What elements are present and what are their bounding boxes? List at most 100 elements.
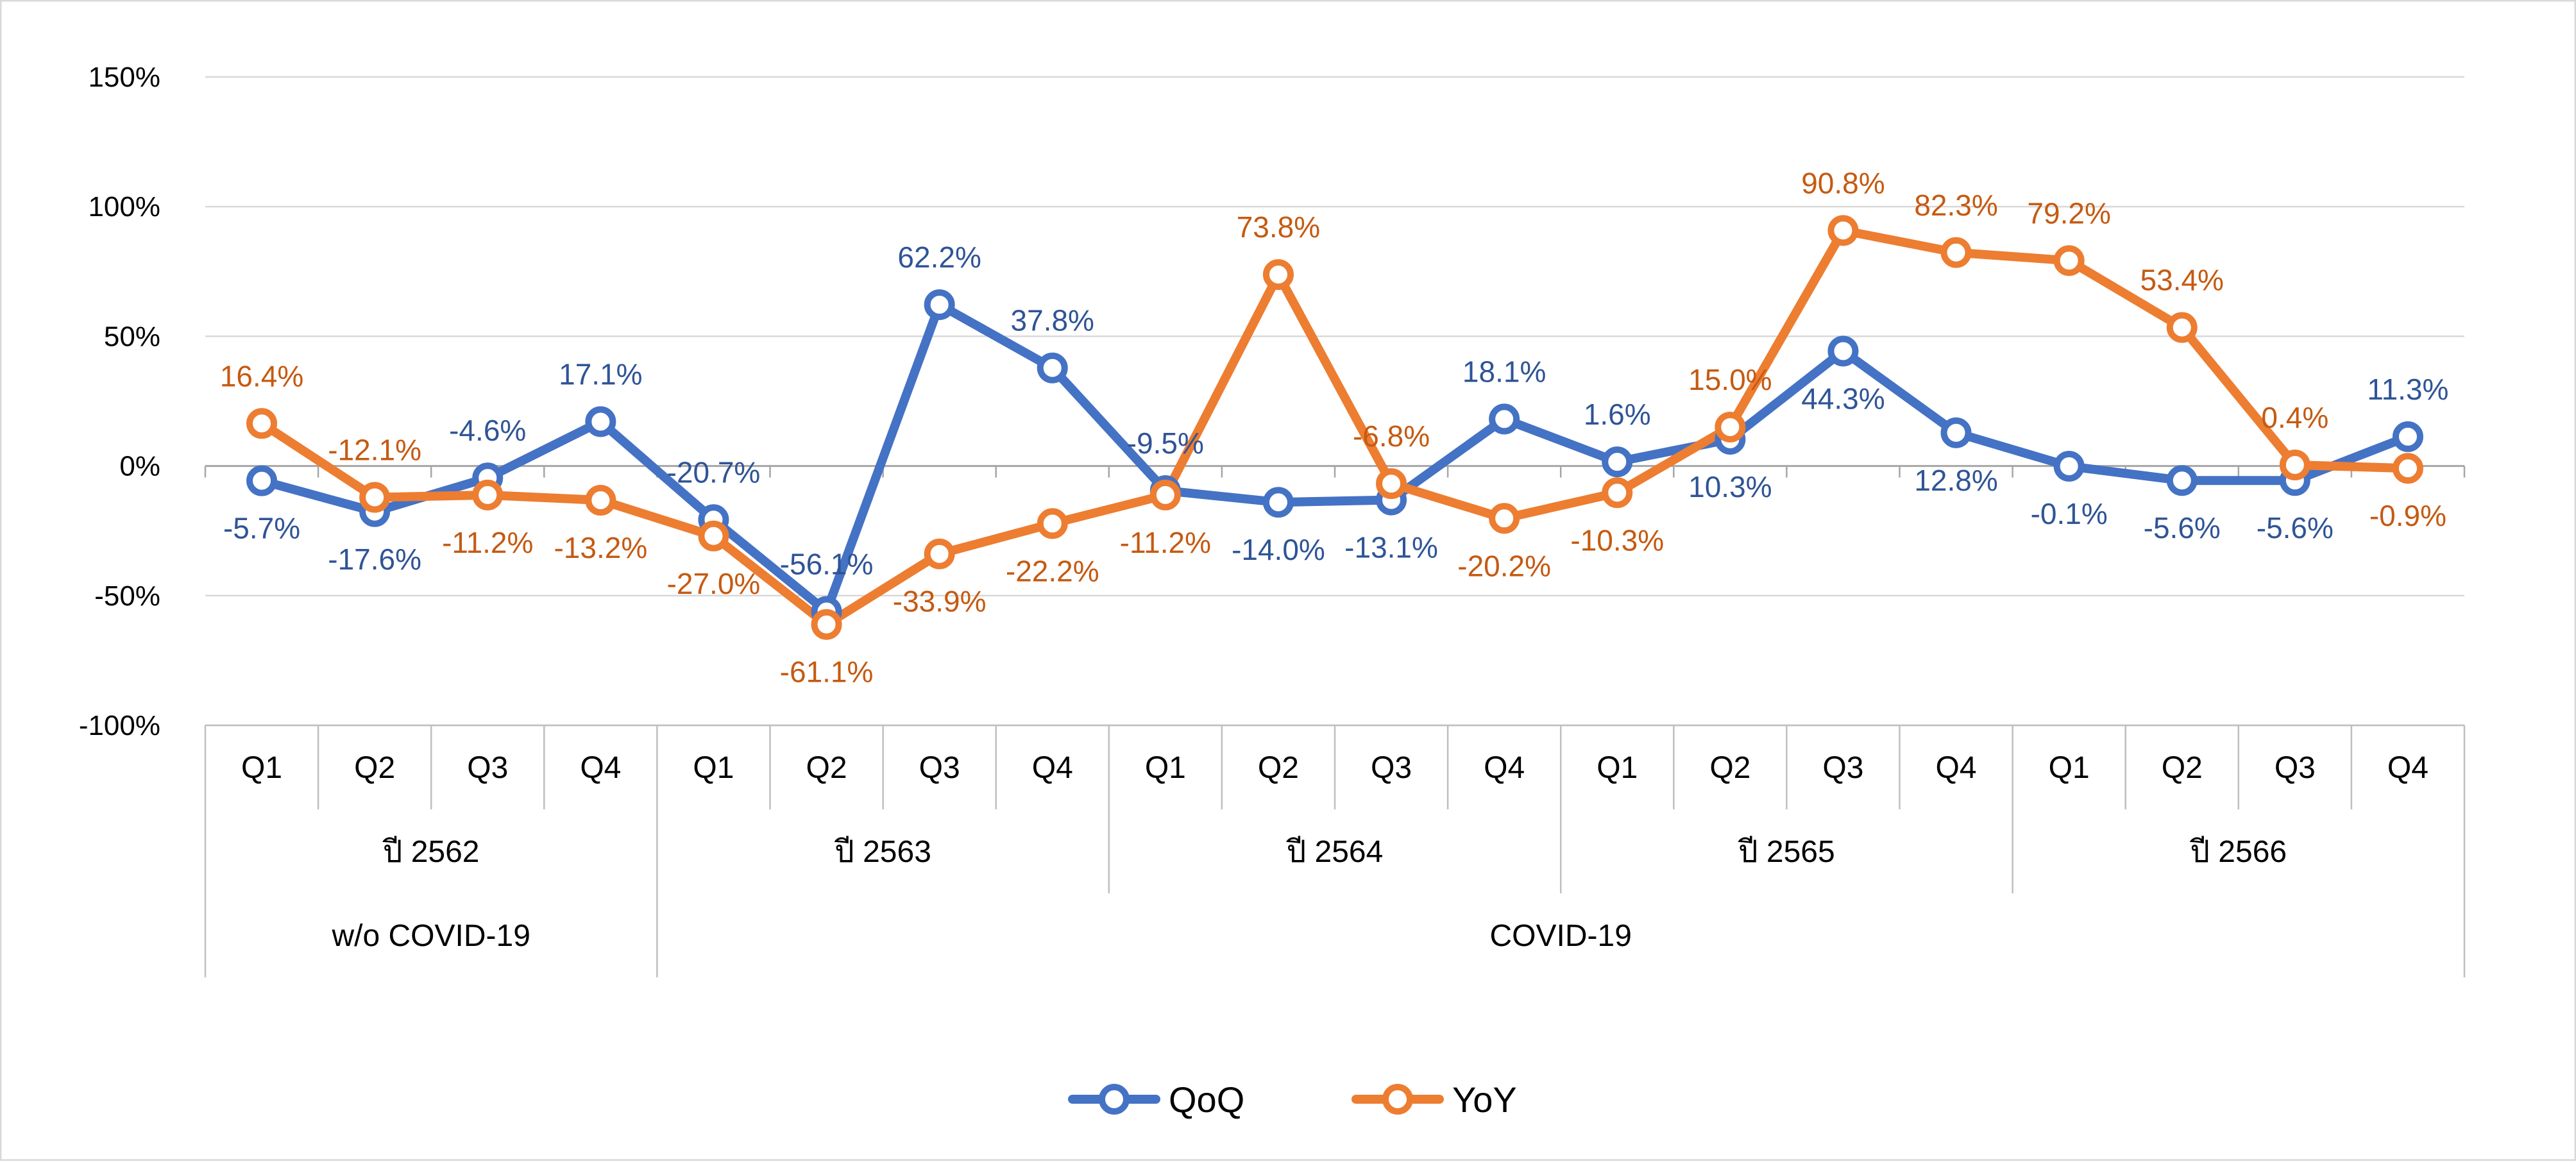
x-tick-label: Q2: [2162, 751, 2203, 785]
y-tick-label: 100%: [88, 191, 160, 223]
data-label-yoy: -12.1%: [328, 434, 421, 467]
data-label-qoq: -5.6%: [2144, 511, 2221, 544]
x-tick-label: Q3: [2275, 751, 2316, 785]
data-point-yoy: [585, 484, 616, 516]
x-tick-label: Q3: [1822, 751, 1863, 785]
data-label-qoq: -0.1%: [2031, 497, 2108, 530]
data-point-yoy: [472, 479, 504, 510]
x-tick-label: Q4: [1936, 751, 1977, 785]
data-point-yoy: [1489, 503, 1520, 534]
data-label-yoy: -61.1%: [780, 655, 874, 689]
data-point-yoy: [246, 408, 278, 439]
x-tick-label: Q4: [1484, 751, 1525, 785]
y-tick-label: 50%: [104, 321, 160, 352]
data-label-qoq: -5.7%: [223, 512, 300, 545]
x-group-period-label: w/o COVID-19: [331, 919, 530, 953]
x-group-year-label: ปี 2566: [2189, 835, 2287, 869]
y-axis-ticks: 150% 100% 50% 0% -50% -100%: [79, 62, 160, 741]
series-line-qoq: [257, 300, 2412, 616]
data-label-yoy: 90.8%: [1801, 166, 1885, 199]
data-label-qoq: -9.5%: [1127, 426, 1204, 460]
data-point-qoq: [585, 406, 616, 437]
data-label-yoy: -10.3%: [1570, 523, 1664, 557]
data-label-yoy: 82.3%: [1914, 189, 1997, 222]
data-label-qoq: -56.1%: [780, 547, 874, 580]
x-tick-label: Q4: [580, 751, 621, 785]
legend-label-qoq: QoQ: [1169, 1079, 1244, 1120]
x-tick-label: Q3: [467, 751, 508, 785]
data-point-yoy: [2279, 449, 2310, 480]
data-label-qoq: -5.6%: [2257, 511, 2334, 544]
legend-marker-yoy: [1382, 1084, 1413, 1115]
data-label-qoq: 11.3%: [2367, 373, 2448, 406]
x-tick-label: Q2: [354, 751, 395, 785]
x-tick-label: Q2: [806, 751, 847, 785]
x-tick-label: Q1: [1145, 751, 1186, 785]
x-tick-label: Q4: [2387, 751, 2428, 785]
data-point-qoq: [1827, 335, 1859, 367]
x-tick-label: Q1: [1597, 751, 1638, 785]
data-label-yoy: -6.8%: [1353, 419, 1430, 453]
data-label-yoy: -0.9%: [2369, 499, 2446, 532]
x-tick-label: Q3: [1371, 751, 1412, 785]
series-lines: [257, 226, 2412, 629]
data-label-qoq: -14.0%: [1232, 533, 1325, 566]
x-tick-label: Q2: [1258, 751, 1299, 785]
y-tick-label: 0%: [119, 451, 160, 482]
data-point-yoy: [2166, 312, 2198, 343]
data-label-yoy: -13.2%: [554, 531, 647, 564]
x-tick-label: Q1: [241, 751, 282, 785]
x-tick-label: Q4: [1032, 751, 1073, 785]
x-group-year-label: ปี 2562: [382, 835, 480, 869]
data-label-yoy: -11.2%: [1120, 526, 1211, 559]
y-tick-label: -50%: [94, 580, 160, 612]
series-markers: [246, 215, 2423, 640]
data-label-yoy: -20.2%: [1457, 549, 1551, 582]
data-point-qoq: [2392, 421, 2423, 452]
data-point-qoq: [1037, 352, 1068, 384]
data-point-yoy: [811, 609, 842, 640]
data-label-qoq: 62.2%: [897, 240, 981, 274]
data-label-qoq: 44.3%: [1801, 382, 1885, 415]
data-point-qoq: [1602, 446, 1633, 478]
data-point-qoq: [2053, 451, 2085, 482]
data-point-yoy: [1940, 237, 1972, 268]
data-label-yoy: -33.9%: [893, 585, 987, 618]
data-labels: -5.7% -17.6% -4.6% 17.1% -20.7% -56.1% 62.2% 37…: [220, 166, 2449, 688]
data-point-qoq: [1262, 487, 1294, 518]
x-group-year-label: ปี 2565: [1738, 835, 1835, 869]
data-point-yoy: [1602, 477, 1633, 509]
data-label-yoy: 16.4%: [220, 359, 303, 392]
data-point-qoq: [1489, 403, 1520, 435]
data-label-qoq: 1.6%: [1584, 398, 1651, 431]
data-point-yoy: [359, 482, 391, 513]
data-point-qoq: [2166, 465, 2198, 496]
y-tick-label: 150%: [88, 62, 160, 93]
data-label-qoq: -13.1%: [1344, 531, 1438, 564]
legend: QoQ YoY: [1068, 1079, 1517, 1120]
data-label-yoy: 73.8%: [1237, 210, 1320, 244]
data-point-qoq: [924, 289, 955, 321]
data-label-qoq: 18.1%: [1462, 355, 1546, 388]
x-tick-label: Q1: [693, 751, 734, 785]
data-label-qoq: -4.6%: [449, 414, 526, 447]
x-group-year-label: ปี 2564: [1285, 835, 1383, 869]
x-tick-label: Q2: [1709, 751, 1750, 785]
data-label-qoq: -20.7%: [667, 455, 761, 489]
data-point-qoq: [1940, 417, 1972, 448]
data-label-qoq: 12.8%: [1914, 464, 1997, 497]
x-group-year-label: ปี 2563: [834, 835, 931, 869]
data-label-yoy: -22.2%: [1006, 554, 1099, 587]
data-point-yoy: [1037, 508, 1068, 539]
data-point-yoy: [1262, 259, 1294, 291]
data-point-yoy: [924, 538, 955, 569]
data-point-yoy: [2392, 453, 2423, 484]
data-label-qoq: 37.8%: [1011, 304, 1094, 337]
x-group-period-label: COVID-19: [1490, 919, 1632, 953]
x-axis-category-table: Q1 Q2 Q3 Q4 Q1 Q2 Q3 Q4 Q1 Q2 Q3 Q4 Q1 Q2 Q3 Q4 Q1 Q2 Q3 Q4…: [204, 724, 2466, 977]
data-point-yoy: [698, 520, 729, 552]
x-tick-label: Q3: [919, 751, 960, 785]
